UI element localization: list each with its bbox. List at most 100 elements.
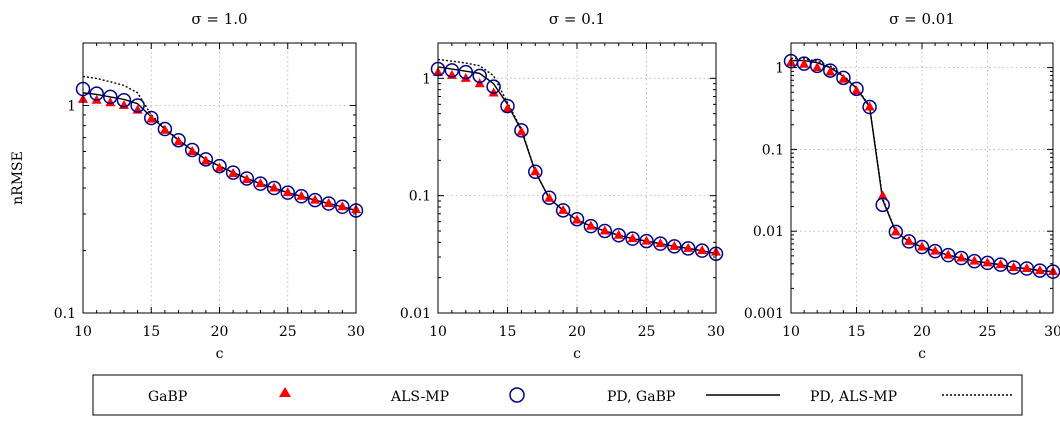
x-axis-label: c [573,346,581,362]
legend-triangle-marker [279,387,291,397]
data-point-gabp [613,229,624,239]
x-tick-label: 15 [848,324,866,340]
data-point-gabp [599,225,610,235]
data-point-gabp [1021,262,1032,272]
data-point-gabp [544,192,555,202]
data-point-als-mp [597,223,613,239]
data-point-gabp [641,235,652,245]
data-point-als-mp [266,180,282,196]
data-point-als-mp [862,99,877,115]
data-point-gabp [812,62,823,72]
data-point-gabp [930,245,941,255]
data-point-gabp [995,259,1006,269]
data-point-als-mp [625,231,640,246]
x-tick-label: 20 [913,324,931,340]
data-point-als-mp [89,86,104,101]
plot-frame [437,42,717,314]
data-point-als-mp [809,58,825,74]
data-point-gabp [669,240,680,250]
data-point-gabp [228,168,239,178]
data-point-als-mp [444,63,460,78]
y-tick-label: 0.1 [409,189,431,205]
legend-label: ALS-MP [390,389,449,405]
data-point-als-mp [569,211,585,227]
data-point-gabp [118,99,129,109]
data-point-gabp [530,166,541,176]
data-point-als-mp [849,81,864,97]
data-point-gabp [585,220,596,230]
data-point-als-mp [514,123,529,138]
panel-sigma-0-1: σ = 0.1 c 0.01 0.1 1 10 15 20 25 30 [400,10,725,362]
legend-label: PD, ALS-MP [810,389,897,405]
data-point-als-mp [335,199,350,215]
data-point-gabp [460,72,471,82]
data-point-als-mp [694,243,710,258]
legend-entry-gabp: GaBP [148,387,291,405]
y-tick-label: 0.1 [762,142,784,158]
data-point-gabp [488,87,499,97]
data-point-als-mp [927,243,943,259]
data-point-gabp [969,255,980,265]
data-point-als-mp [198,152,214,167]
x-tick-label: 15 [499,324,517,340]
x-axis-label: c [216,346,224,362]
data-point-gabp [91,94,102,104]
data-point-als-mp [171,132,186,148]
y-tick-label: 1 [775,61,784,77]
data-point-gabp [214,162,225,172]
data-point-als-mp [458,64,474,80]
data-point-als-mp [528,164,543,179]
data-point-als-mp [144,110,159,126]
data-point-gabp [1034,265,1045,275]
x-tick-label: 10 [782,324,800,340]
y-axis-label: nRMSE [10,151,26,205]
data-point-als-mp [823,63,838,78]
data-point-als-mp [103,89,118,105]
legend-circle-marker [509,387,525,403]
data-point-als-mp [541,190,557,205]
data-point-gabp [903,235,914,245]
data-point-gabp [851,85,862,95]
data-point-gabp [838,73,849,83]
data-point-als-mp [280,185,295,200]
panel-title: σ = 1.0 [191,10,247,28]
y-tick-label: 0.1 [54,306,76,322]
data-point-gabp [956,252,967,262]
y-tick-label: 1 [67,98,76,114]
x-axis-label: c [918,346,926,362]
data-point-als-mp [212,158,227,174]
data-point-gabp [255,178,266,188]
legend-label: GaBP [148,389,187,405]
data-point-gabp [683,242,694,252]
data-point-gabp [655,238,666,248]
data-point-gabp [627,233,638,243]
data-point-gabp [982,257,993,267]
data-point-gabp [296,190,307,200]
y-tick-label: 0.001 [744,306,784,322]
legend-entry-pd-als-mp: PD, ALS-MP [810,389,1014,405]
data-point-gabp [943,249,954,259]
data-point-als-mp [680,241,696,256]
data-point-als-mp [500,98,515,114]
x-tick-label: 10 [74,324,92,340]
data-point-als-mp [307,192,323,208]
data-point-gabp [323,198,334,208]
x-tick-label: 25 [638,324,656,340]
data-point-als-mp [130,98,145,113]
data-point-gabp [572,214,582,224]
y-tick-label: 1 [422,71,431,87]
data-point-als-mp [901,234,917,249]
legend: GaBP ALS-MP PD, GaBP PD, ALS-MP [92,374,1023,416]
data-point-als-mp [157,121,173,137]
data-point-als-mp [116,92,132,108]
data-point-gabp [241,173,252,183]
data-point-gabp [825,66,836,76]
data-point-gabp [890,226,901,236]
legend-entry-pd-gabp: PD, GaBP [607,389,780,405]
data-point-gabp [697,245,708,255]
data-point-als-mp [667,239,682,254]
data-point-als-mp [639,233,654,249]
legend-entry-als-mp: ALS-MP [390,387,525,405]
data-point-gabp [558,204,569,214]
legend-label: PD, GaBP [607,389,675,405]
